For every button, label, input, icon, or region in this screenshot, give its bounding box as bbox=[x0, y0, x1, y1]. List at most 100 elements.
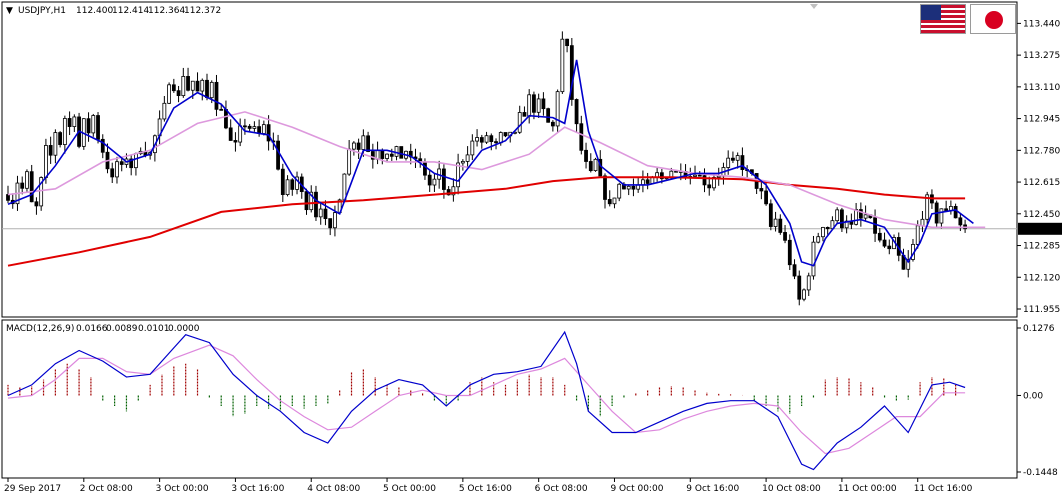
candle-body bbox=[427, 174, 432, 186]
macd-signal-value: 0.0089 bbox=[106, 324, 138, 334]
candle-body bbox=[252, 126, 257, 129]
candle-body bbox=[214, 81, 219, 110]
candle-body bbox=[498, 132, 503, 144]
price-tick-label: 112.780 bbox=[1023, 146, 1060, 156]
candle-body bbox=[370, 151, 375, 160]
candle-body bbox=[479, 137, 484, 143]
candle-body bbox=[285, 179, 290, 195]
price-tick-label: 113.275 bbox=[1023, 51, 1060, 61]
candle-body bbox=[617, 183, 622, 199]
candle-body bbox=[546, 108, 551, 123]
candle-body bbox=[186, 76, 190, 91]
candle-body bbox=[550, 121, 555, 127]
candle-body bbox=[541, 98, 546, 110]
price-tick-label: 112.945 bbox=[1023, 115, 1060, 125]
macd-panel bbox=[1, 319, 1018, 479]
candle-body bbox=[67, 118, 72, 127]
candle-body bbox=[939, 208, 944, 224]
candle-body bbox=[228, 127, 233, 141]
candle-body bbox=[759, 188, 764, 192]
price-tick-label: 112.450 bbox=[1023, 210, 1060, 220]
candle-body bbox=[351, 142, 356, 150]
ohlc-open: 112.400 bbox=[76, 6, 113, 16]
us-flag-icon bbox=[920, 4, 966, 34]
candle-body bbox=[44, 145, 48, 178]
candle-body bbox=[290, 179, 295, 190]
candle-body bbox=[209, 81, 214, 99]
macd-main-line bbox=[7, 330, 966, 471]
macd-signal-line bbox=[7, 344, 966, 455]
macd-histogram-value: 0.0101 bbox=[138, 324, 170, 334]
moving-averages bbox=[7, 59, 986, 267]
time-tick-label: 3 Oct 16:00 bbox=[231, 484, 284, 494]
candle-body bbox=[825, 226, 830, 230]
candle-body bbox=[603, 175, 607, 200]
candle-body bbox=[399, 146, 404, 159]
candle-body bbox=[446, 189, 451, 196]
candle-body bbox=[276, 140, 280, 170]
bid-price-tag bbox=[1018, 222, 1062, 235]
candle-body bbox=[25, 171, 29, 189]
time-tick-label: 11 Oct 00:00 bbox=[838, 484, 897, 494]
candle-body bbox=[726, 157, 731, 168]
candle-body bbox=[579, 123, 584, 151]
candle-body bbox=[882, 239, 887, 247]
candle-body bbox=[432, 178, 437, 186]
candle-body bbox=[716, 175, 721, 178]
time-tick-label: 5 Oct 16:00 bbox=[459, 484, 512, 494]
candle-body bbox=[787, 239, 792, 266]
candle-body bbox=[48, 145, 53, 156]
candle-body bbox=[773, 218, 778, 227]
candle-body bbox=[181, 76, 186, 97]
chart-symbol: USDJPY,H1 bbox=[18, 6, 66, 16]
candle-body bbox=[6, 194, 10, 201]
candle-body bbox=[304, 191, 309, 211]
candle-body bbox=[612, 197, 617, 205]
candle-body bbox=[266, 124, 271, 142]
bid-price-label: 112.372 bbox=[1021, 225, 1058, 235]
candle-body bbox=[863, 214, 868, 219]
candle-body bbox=[792, 264, 797, 277]
candle-body bbox=[645, 179, 650, 184]
candle-body bbox=[887, 245, 892, 250]
candle-body bbox=[366, 135, 370, 152]
shift-marker-icon[interactable] bbox=[810, 4, 818, 9]
candle-body bbox=[243, 125, 247, 128]
candle-body bbox=[958, 217, 963, 226]
dropdown-arrow-icon[interactable]: ▼ bbox=[6, 6, 13, 16]
candle-body bbox=[451, 186, 456, 196]
macd-tick-label: -0.1448 bbox=[1023, 468, 1058, 478]
candle-body bbox=[190, 80, 195, 91]
candle-body bbox=[944, 208, 949, 211]
candle-body bbox=[460, 160, 465, 164]
macd-tick-label: 0.1276 bbox=[1023, 324, 1055, 334]
candle-body bbox=[39, 177, 44, 207]
candle-body bbox=[697, 174, 702, 177]
candle-body bbox=[389, 153, 394, 157]
candle-body bbox=[768, 203, 773, 227]
candle-body bbox=[110, 168, 115, 178]
macd-series bbox=[7, 330, 966, 471]
candle-body bbox=[858, 209, 863, 219]
candle-body bbox=[347, 148, 352, 175]
ohlc-close: 112.372 bbox=[184, 6, 221, 16]
ma-fast-line bbox=[7, 59, 974, 267]
candle-body bbox=[195, 80, 200, 92]
price-tick-label: 111.955 bbox=[1023, 305, 1060, 315]
candle-body bbox=[328, 218, 333, 229]
candle-body bbox=[693, 174, 697, 177]
candle-body bbox=[380, 150, 385, 159]
candle-body bbox=[470, 140, 475, 156]
candle-body bbox=[641, 179, 645, 186]
candle-body bbox=[465, 154, 470, 162]
candle-body bbox=[835, 209, 840, 222]
candle-body bbox=[816, 236, 821, 243]
candle-body bbox=[162, 102, 167, 120]
ma-slow-line bbox=[7, 176, 966, 267]
price-tick-label: 112.120 bbox=[1023, 273, 1060, 283]
candle-body bbox=[740, 155, 745, 171]
time-tick-label: 3 Oct 00:00 bbox=[156, 484, 209, 494]
candle-body bbox=[96, 115, 100, 140]
candle-body bbox=[593, 158, 598, 172]
